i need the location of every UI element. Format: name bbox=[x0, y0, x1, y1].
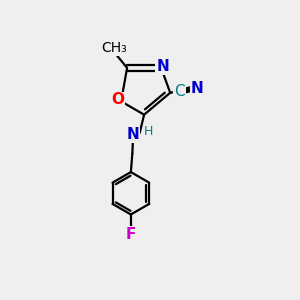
Text: O: O bbox=[111, 92, 124, 107]
Text: CH₃: CH₃ bbox=[101, 41, 127, 55]
Text: N: N bbox=[127, 127, 140, 142]
Text: N: N bbox=[190, 81, 203, 96]
Text: C: C bbox=[174, 84, 185, 99]
Text: N: N bbox=[156, 59, 169, 74]
Text: F: F bbox=[126, 227, 136, 242]
Text: H: H bbox=[144, 125, 153, 138]
